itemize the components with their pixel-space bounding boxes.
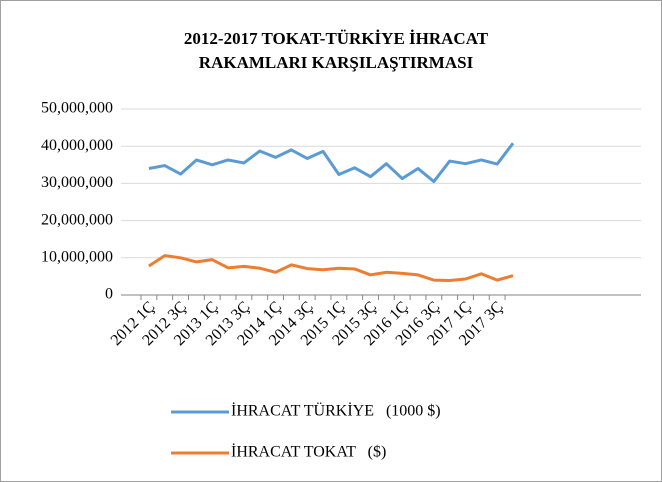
series-line bbox=[148, 254, 514, 282]
legend-label: İHRACAT TÜRKİYE (1000 $) bbox=[231, 402, 441, 420]
series-line bbox=[148, 142, 515, 184]
y-tick-label: 0 bbox=[105, 286, 113, 303]
legend-label: İHRACAT TOKAT ($) bbox=[231, 443, 386, 461]
y-tick-label: 40,000,000 bbox=[41, 137, 113, 154]
y-tick-label: 20,000,000 bbox=[41, 211, 113, 228]
y-tick-label: 50,000,000 bbox=[41, 100, 113, 117]
y-tick-label: 30,000,000 bbox=[41, 174, 113, 191]
y-tick-label: 10,000,000 bbox=[41, 248, 113, 265]
chart-title: 2012-2017 TOKAT-TÜRKİYE İHRACAT RAKAMLAR… bbox=[183, 29, 489, 72]
